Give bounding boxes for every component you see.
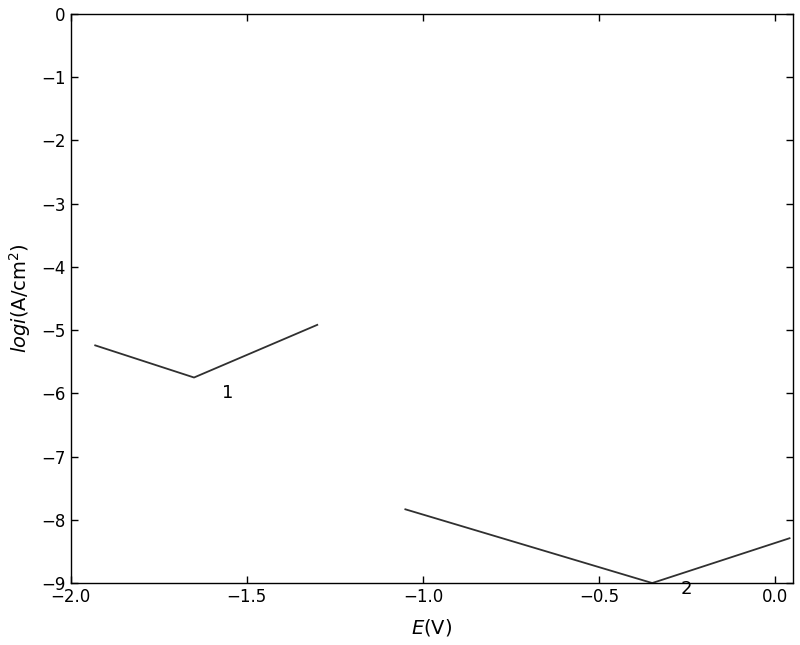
Text: 1: 1 [222, 384, 234, 402]
Text: 2: 2 [680, 580, 692, 598]
X-axis label: $\it{E}$(V): $\it{E}$(V) [411, 617, 453, 638]
Y-axis label: $\it{logi}$(A/cm$^2$): $\it{logi}$(A/cm$^2$) [7, 244, 33, 353]
